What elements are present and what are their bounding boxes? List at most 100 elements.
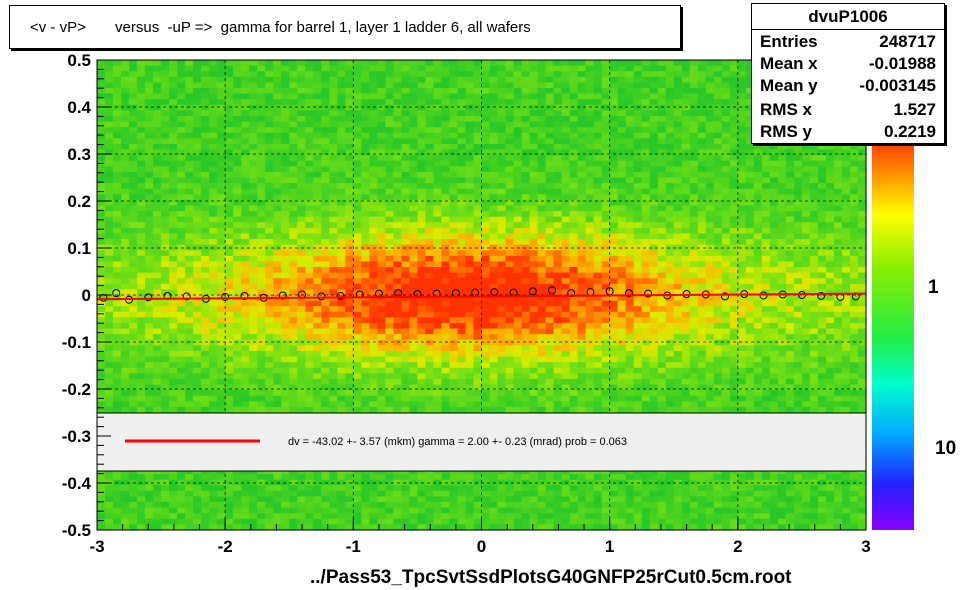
- heatmap-cell: [449, 350, 459, 358]
- heatmap-cell: [545, 194, 555, 201]
- heatmap-cell: [321, 199, 330, 207]
- heatmap-cell: [193, 390, 202, 397]
- heatmap-cell: [169, 143, 178, 151]
- heatmap-cell: [313, 216, 322, 223]
- heatmap-cell: [121, 149, 130, 156]
- heatmap-cell: [105, 99, 114, 106]
- heatmap-cell: [353, 518, 362, 526]
- heatmap-cell: [497, 250, 507, 257]
- heatmap-cell: [217, 250, 226, 257]
- heatmap-cell: [193, 255, 202, 263]
- heatmap-cell: [513, 222, 523, 229]
- heatmap-cell: [313, 82, 322, 89]
- heatmap-cell: [465, 295, 475, 302]
- heatmap-cell: [433, 395, 443, 402]
- heatmap-cell: [289, 255, 298, 263]
- heatmap-cell: [377, 132, 386, 139]
- heatmap-cell: [433, 110, 443, 117]
- heatmap-cell: [225, 367, 234, 374]
- heatmap-cell: [233, 99, 242, 106]
- heatmap-cell: [153, 188, 162, 195]
- heatmap-cell: [217, 76, 226, 83]
- heatmap-cell: [249, 87, 258, 95]
- heatmap-cell: [329, 278, 338, 285]
- heatmap-cell: [201, 384, 210, 391]
- heatmap-cell: [449, 317, 459, 324]
- heatmap-cell: [97, 524, 106, 531]
- heatmap-cell: [337, 339, 346, 346]
- heatmap-cell: [361, 60, 370, 67]
- heatmap-cell: [201, 183, 210, 190]
- heatmap-cell: [545, 155, 555, 162]
- heatmap-cell: [465, 406, 475, 414]
- heatmap-cell: [169, 395, 178, 402]
- heatmap-cell: [449, 183, 459, 190]
- heatmap-cell: [265, 76, 274, 83]
- heatmap-cell: [297, 76, 306, 83]
- heatmap-cell: [345, 378, 354, 386]
- heatmap-cell: [273, 171, 282, 179]
- heatmap-cell: [289, 356, 298, 363]
- heatmap-cell: [505, 513, 515, 520]
- heatmap-cell: [145, 149, 154, 156]
- heatmap-cell: [161, 378, 170, 386]
- heatmap-cell: [369, 356, 378, 363]
- heatmap-cell: [337, 132, 346, 139]
- heatmap-cell: [433, 205, 443, 212]
- heatmap-cell: [129, 132, 138, 139]
- heatmap-cell: [201, 485, 210, 492]
- heatmap-cell: [505, 233, 515, 240]
- heatmap-cell: [97, 87, 106, 95]
- heatmap-cell: [257, 518, 266, 526]
- heatmap-cell: [385, 317, 394, 324]
- heatmap-cell: [169, 334, 178, 341]
- heatmap-cell: [257, 155, 266, 162]
- heatmap-cell: [409, 183, 419, 190]
- heatmap-cell: [113, 395, 122, 402]
- heatmap-cell: [249, 350, 258, 358]
- heatmap-cell: [281, 267, 290, 274]
- heatmap-cell: [441, 272, 451, 279]
- heatmap-cell: [313, 378, 322, 386]
- heatmap-cell: [537, 227, 547, 235]
- heatmap-cell: [145, 496, 154, 503]
- heatmap-cell: [145, 110, 154, 117]
- heatmap-cell: [361, 255, 370, 263]
- heatmap-cell: [529, 507, 539, 514]
- heatmap-cell: [489, 138, 499, 145]
- heatmap-cell: [241, 160, 250, 167]
- heatmap-cell: [393, 216, 402, 223]
- heatmap-cell: [505, 205, 515, 212]
- heatmap-cell: [225, 82, 234, 89]
- heatmap-cell: [177, 60, 186, 67]
- heatmap-cell: [305, 283, 314, 291]
- heatmap-cell: [177, 93, 186, 100]
- heatmap-cell: [129, 267, 138, 274]
- heatmap-cell: [305, 183, 314, 190]
- heatmap-cell: [425, 401, 435, 408]
- heatmap-cell: [217, 104, 226, 111]
- heatmap-cell: [289, 110, 298, 117]
- heatmap-cell: [257, 401, 266, 408]
- heatmap-cell: [137, 502, 146, 509]
- heatmap-cell: [225, 87, 234, 95]
- heatmap-cell: [281, 306, 290, 313]
- heatmap-cell: [401, 188, 411, 195]
- heatmap-cell: [521, 71, 531, 78]
- heatmap-cell: [297, 132, 306, 139]
- heatmap-cell: [193, 194, 202, 201]
- heatmap-cell: [297, 71, 306, 78]
- heatmap-cell: [145, 474, 154, 481]
- heatmap-cell: [513, 71, 523, 78]
- heatmap-cell: [337, 104, 346, 111]
- heatmap-cell: [185, 356, 194, 363]
- heatmap-cell: [273, 199, 282, 207]
- heatmap-cell: [441, 406, 451, 414]
- heatmap-cell: [553, 513, 563, 520]
- heatmap-cell: [169, 93, 178, 100]
- heatmap-cell: [225, 468, 234, 475]
- heatmap-cell: [289, 289, 298, 296]
- heatmap-cell: [521, 395, 531, 402]
- heatmap-cell: [473, 300, 483, 307]
- heatmap-cell: [249, 71, 258, 78]
